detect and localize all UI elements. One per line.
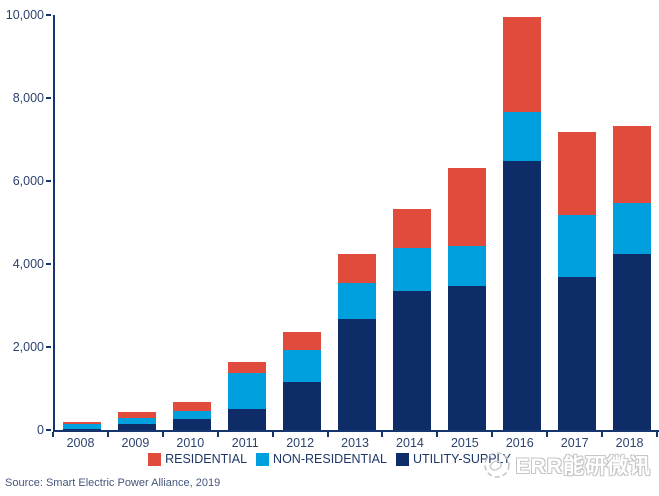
bar-segment-non-residential bbox=[283, 350, 322, 383]
x-axis-label-2016: 2016 bbox=[505, 436, 534, 450]
x-axis-label-2009: 2009 bbox=[121, 436, 150, 450]
bar-2010 bbox=[173, 15, 212, 430]
bar-segment-non-residential bbox=[557, 215, 596, 278]
bar-2018 bbox=[612, 15, 651, 430]
y-axis-tick bbox=[46, 429, 51, 431]
y-axis-tick bbox=[46, 346, 51, 348]
x-axis-tick bbox=[656, 432, 658, 437]
plot-area bbox=[53, 15, 659, 432]
bar-2011 bbox=[228, 15, 267, 430]
x-axis-tick bbox=[601, 432, 604, 437]
axis-layer: 10,000 8,000 6,000 4,000 2,000 0 2008 2009 2010 2… bbox=[6, 8, 658, 450]
y-axis-tick bbox=[46, 14, 51, 16]
y-axis-label: 6,000 bbox=[12, 174, 44, 188]
x-axis-tick bbox=[326, 432, 329, 437]
y-axis-label: 8,000 bbox=[12, 91, 44, 105]
legend-item-non-residential: NON-RESIDENTIAL bbox=[256, 452, 387, 466]
x-axis-tick bbox=[546, 432, 549, 437]
x-axis-label-2013: 2013 bbox=[341, 436, 369, 450]
x-axis-tick bbox=[161, 432, 164, 437]
bar-segment-residential bbox=[447, 167, 486, 247]
bar-segment-utility-supply bbox=[612, 254, 651, 430]
x-axis-tick bbox=[491, 432, 494, 437]
legend: RESIDENTIAL NON-RESIDENTIAL UTILITY-SUPP… bbox=[0, 452, 659, 466]
x-axis-label-2017: 2017 bbox=[560, 436, 589, 450]
non-residential-swatch-icon bbox=[256, 452, 270, 466]
bar-2014 bbox=[392, 15, 431, 430]
legend-label-residential: RESIDENTIAL bbox=[165, 452, 248, 466]
legend-item-residential: RESIDENTIAL bbox=[148, 452, 247, 466]
bar-segment-utility-supply bbox=[502, 161, 541, 430]
x-axis-tick bbox=[271, 432, 274, 437]
bar-segment-residential bbox=[392, 209, 431, 248]
x-axis-tick bbox=[52, 432, 54, 437]
bar-segment-non-residential bbox=[118, 417, 157, 424]
bar-segment-utility-supply bbox=[118, 423, 157, 430]
bar-segment-utility-supply bbox=[63, 428, 102, 430]
bar-segment-residential bbox=[63, 421, 102, 425]
bars-layer bbox=[55, 15, 659, 430]
x-axis-label-2010: 2010 bbox=[176, 436, 205, 450]
bar-segment-non-residential bbox=[447, 246, 486, 287]
bar-segment-non-residential bbox=[63, 424, 102, 429]
x-axis-tick bbox=[106, 432, 109, 437]
legend-label-utility-supply: UTILITY-SUPPLY bbox=[412, 452, 511, 466]
x-axis-tick bbox=[436, 432, 439, 437]
bar-2009 bbox=[118, 15, 157, 430]
legend-item-utility-supply: UTILITY-SUPPLY bbox=[395, 452, 511, 466]
bar-segment-non-residential bbox=[392, 247, 431, 292]
y-axis-tick bbox=[46, 263, 51, 265]
legend-label-non-residential: NON-RESIDENTIAL bbox=[273, 452, 387, 466]
y-axis-label: 4,000 bbox=[12, 257, 44, 271]
bar-segment-utility-supply bbox=[447, 286, 486, 430]
y-axis-label: 10,000 bbox=[5, 8, 44, 22]
watermark-text: ERR能研微讯 bbox=[515, 455, 651, 478]
bar-segment-utility-supply bbox=[228, 409, 267, 430]
bar-2016 bbox=[502, 15, 541, 430]
bar-2015 bbox=[447, 15, 486, 430]
x-axis-label-2015: 2015 bbox=[450, 436, 479, 450]
bar-segment-residential bbox=[173, 402, 212, 412]
bar-segment-residential bbox=[118, 411, 157, 418]
x-axis-label-2011: 2011 bbox=[231, 436, 259, 450]
bar-segment-residential bbox=[228, 361, 267, 373]
bar-segment-utility-supply bbox=[392, 291, 431, 430]
bar-segment-non-residential bbox=[338, 282, 376, 320]
bar-segment-non-residential bbox=[173, 411, 212, 420]
bar-2012 bbox=[283, 15, 322, 430]
bar-segment-utility-supply bbox=[338, 319, 376, 430]
bar-segment-residential bbox=[338, 254, 376, 283]
x-axis-tick bbox=[216, 432, 219, 437]
y-axis-label: 0 bbox=[37, 423, 44, 437]
x-axis-label-2008: 2008 bbox=[66, 436, 95, 450]
bar-2013 bbox=[338, 15, 376, 430]
bar-segment-utility-supply bbox=[173, 419, 212, 430]
utility-supply-swatch-icon bbox=[395, 452, 409, 466]
source-text: Source: Smart Electric Power Alliance, 2… bbox=[5, 477, 221, 489]
y-axis-tick bbox=[46, 97, 51, 99]
bar-segment-residential bbox=[502, 17, 541, 113]
y-axis-tick bbox=[46, 180, 51, 182]
bar-segment-residential bbox=[612, 126, 651, 203]
bar-segment-non-residential bbox=[612, 202, 651, 255]
bar-segment-non-residential bbox=[228, 372, 267, 410]
watermark: ERR能研微讯 bbox=[482, 450, 651, 480]
bar-2017 bbox=[557, 15, 596, 430]
bar-segment-residential bbox=[557, 131, 596, 216]
x-axis-label-2014: 2014 bbox=[396, 436, 424, 450]
bar-segment-non-residential bbox=[502, 112, 541, 162]
residential-swatch-icon bbox=[148, 452, 162, 466]
bar-segment-utility-supply bbox=[283, 382, 322, 430]
x-axis-label-2012: 2012 bbox=[286, 436, 315, 450]
y-axis-label: 2,000 bbox=[12, 340, 44, 354]
x-axis-label-2018: 2018 bbox=[615, 436, 644, 450]
bar-segment-residential bbox=[283, 332, 322, 351]
watermark-logo-icon bbox=[483, 452, 510, 478]
x-axis-tick bbox=[381, 432, 384, 437]
bar-2008 bbox=[63, 15, 102, 430]
bar-segment-utility-supply bbox=[557, 277, 596, 430]
